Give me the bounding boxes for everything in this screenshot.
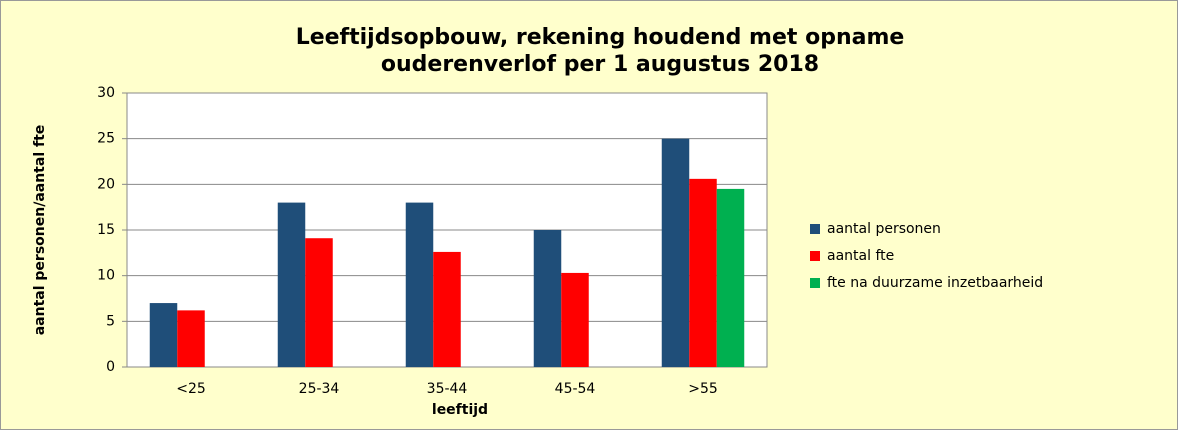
x-tick-label: >55 (688, 381, 718, 397)
legend-label: fte na duurzame inzetbaarheid (827, 275, 1043, 291)
chart-title: ouderenverlof per 1 augustus 2018 (381, 52, 819, 77)
y-tick-label: 10 (97, 268, 115, 284)
x-axis-title: leeftijd (432, 402, 488, 418)
legend-label: aantal fte (827, 248, 894, 264)
legend-swatch (810, 278, 820, 288)
x-tick-label: 25-34 (299, 381, 340, 397)
bar (433, 251, 461, 367)
y-tick-label: 0 (106, 359, 115, 375)
legend-label: aantal personen (827, 221, 941, 237)
chart-title: Leeftijdsopbouw, rekening houdend met op… (296, 25, 905, 50)
bar (689, 178, 717, 367)
bar (661, 138, 690, 367)
bar (561, 272, 589, 367)
x-tick-label: <25 (176, 381, 206, 397)
y-tick-label: 30 (97, 85, 115, 101)
bar (277, 202, 306, 367)
bar (177, 310, 205, 367)
x-tick-label: 45-54 (555, 381, 596, 397)
bar (149, 303, 178, 367)
x-tick-label: 35-44 (427, 381, 468, 397)
legend-swatch (810, 251, 820, 261)
y-tick-label: 25 (97, 131, 115, 147)
y-tick-label: 15 (97, 222, 115, 238)
y-tick-label: 5 (106, 313, 115, 329)
bar (405, 202, 434, 367)
bar (305, 238, 333, 367)
bar (716, 188, 745, 367)
y-axis-title: aantal personen/aantal fte (32, 125, 48, 336)
legend-swatch (810, 224, 820, 234)
y-tick-label: 20 (97, 176, 115, 192)
bar (533, 230, 562, 367)
